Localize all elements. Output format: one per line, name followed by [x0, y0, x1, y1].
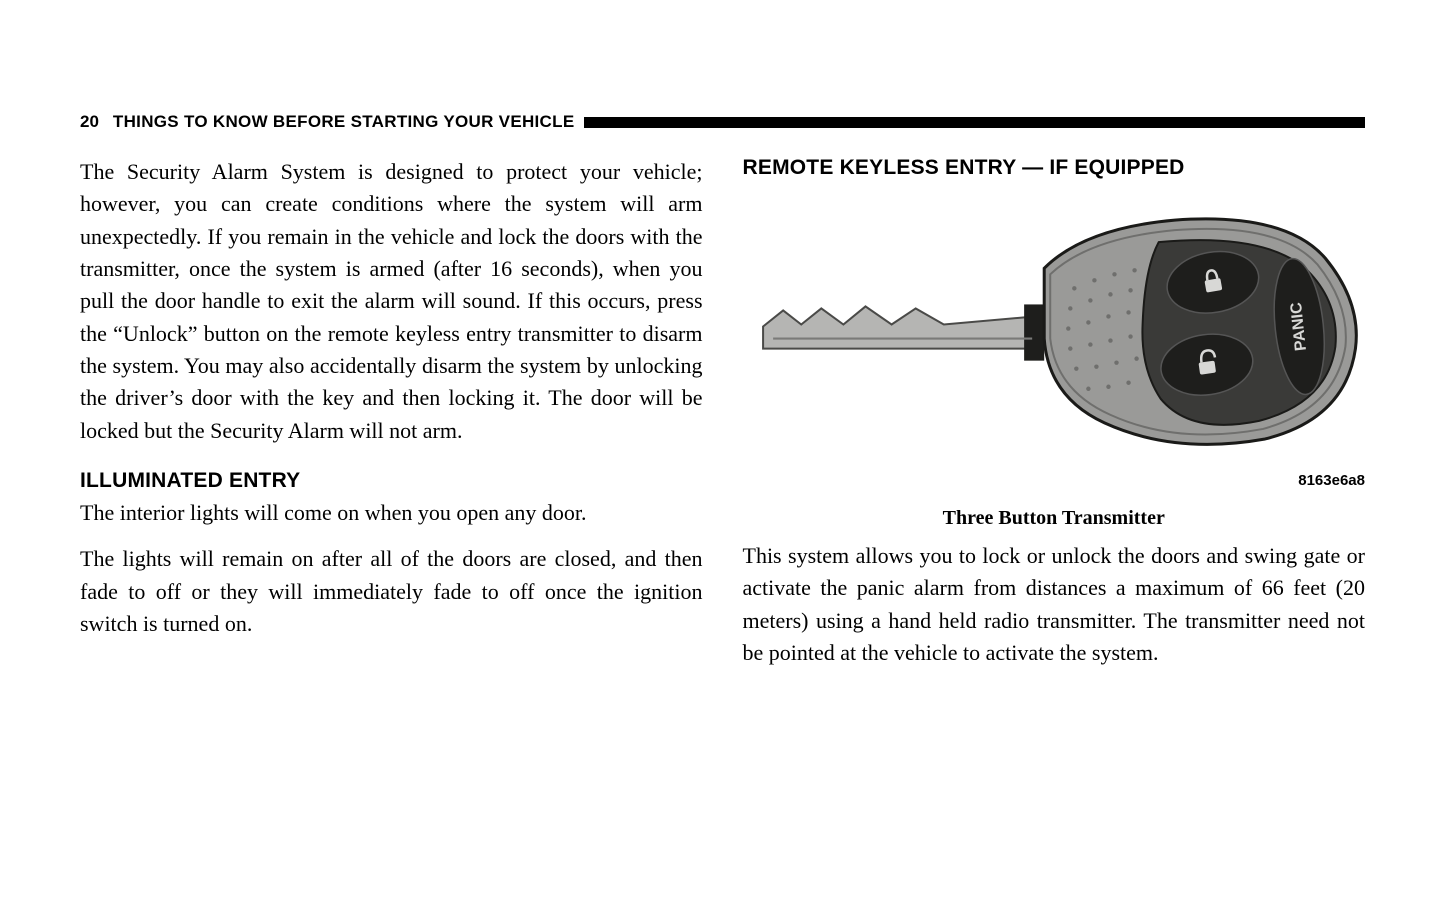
key-fob-illustration: PANIC [743, 198, 1366, 459]
illuminated-entry-para2: The lights will remain on after all of t… [80, 543, 703, 640]
key-blade-icon [763, 304, 1044, 360]
illuminated-entry-heading: ILLUMINATED ENTRY [80, 469, 703, 493]
illuminated-entry-para1: The interior lights will come on when yo… [80, 497, 703, 529]
keyless-entry-paragraph: This system allows you to lock or unlock… [743, 540, 1366, 669]
page-number: 20 [80, 112, 99, 132]
remote-keyless-heading: REMOTE KEYLESS ENTRY — IF EQUIPPED [743, 156, 1366, 180]
key-fob-figure: PANIC [743, 198, 1366, 464]
right-column: REMOTE KEYLESS ENTRY — IF EQUIPPED [743, 156, 1366, 683]
manual-page: 20 THINGS TO KNOW BEFORE STARTING YOUR V… [0, 0, 1445, 743]
figure-caption: Three Button Transmitter [743, 507, 1366, 530]
page-header: 20 THINGS TO KNOW BEFORE STARTING YOUR V… [80, 112, 1365, 132]
header-title: THINGS TO KNOW BEFORE STARTING YOUR VEHI… [113, 112, 575, 132]
left-column: The Security Alarm System is designed to… [80, 156, 703, 683]
two-column-layout: The Security Alarm System is designed to… [80, 156, 1365, 683]
security-alarm-paragraph: The Security Alarm System is designed to… [80, 156, 703, 447]
figure-code: 8163e6a8 [743, 472, 1366, 489]
header-rule [584, 117, 1365, 128]
